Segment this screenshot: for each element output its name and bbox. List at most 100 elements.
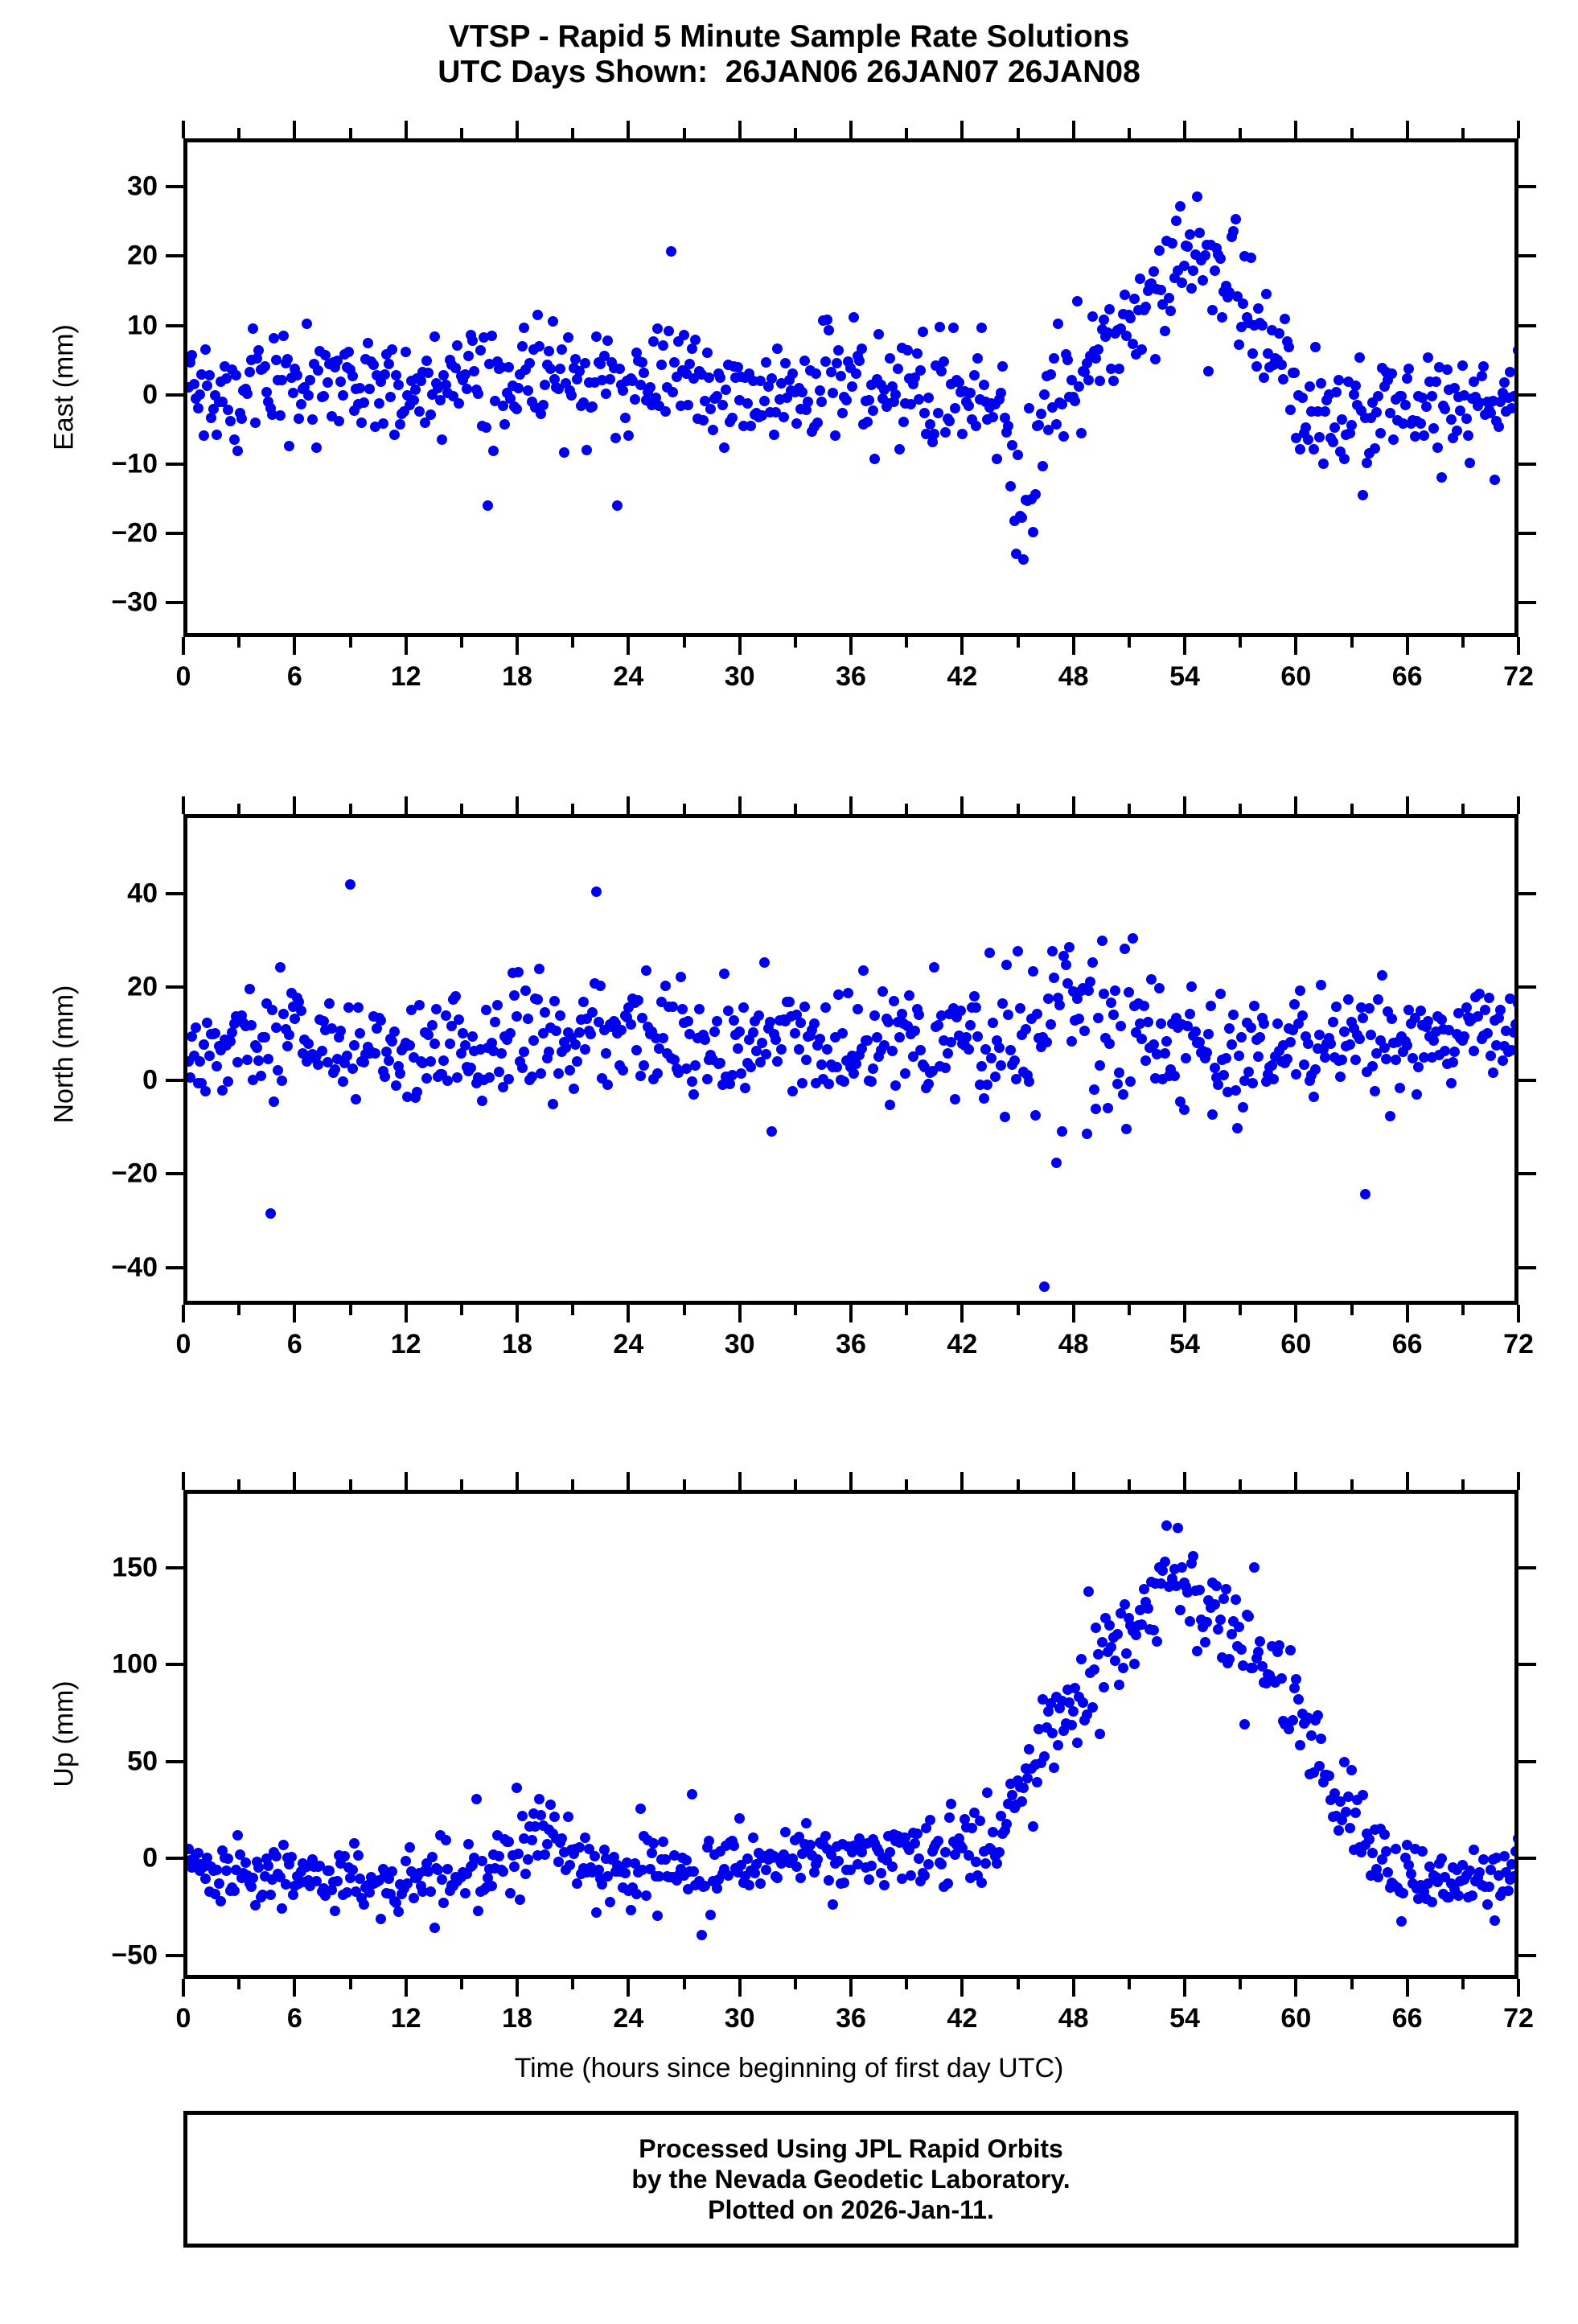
data-point bbox=[968, 369, 980, 380]
data-point bbox=[637, 357, 648, 368]
x-minor-tick bbox=[571, 1979, 575, 1989]
data-point bbox=[409, 384, 421, 395]
data-point bbox=[1159, 325, 1170, 336]
x-major-tick bbox=[1183, 1979, 1186, 1997]
data-point bbox=[1165, 305, 1176, 316]
data-point bbox=[401, 1855, 412, 1866]
data-point bbox=[391, 369, 402, 380]
data-point bbox=[873, 329, 885, 340]
data-point bbox=[833, 1855, 844, 1866]
data-point bbox=[1255, 1635, 1266, 1647]
data-point bbox=[352, 1850, 364, 1861]
data-point bbox=[362, 337, 373, 348]
data-point bbox=[976, 323, 988, 334]
data-point bbox=[1346, 1764, 1358, 1775]
data-point bbox=[364, 1887, 375, 1898]
data-point bbox=[545, 364, 557, 375]
data-point bbox=[331, 356, 343, 367]
data-point bbox=[240, 1857, 251, 1868]
data-point bbox=[1209, 265, 1220, 277]
data-point bbox=[943, 416, 955, 427]
data-point bbox=[534, 1794, 545, 1805]
data-point bbox=[198, 430, 209, 442]
data-point bbox=[385, 392, 397, 403]
data-point bbox=[1120, 289, 1131, 300]
x-minor-tick bbox=[1461, 1979, 1465, 1989]
data-point bbox=[379, 369, 390, 380]
data-point bbox=[879, 1879, 890, 1890]
data-point bbox=[875, 1867, 886, 1878]
data-point bbox=[997, 361, 1009, 372]
data-point bbox=[1071, 296, 1083, 307]
data-point bbox=[1077, 1697, 1088, 1709]
data-point bbox=[1239, 1719, 1251, 1730]
data-point bbox=[864, 394, 875, 405]
data-point bbox=[261, 386, 272, 397]
data-point bbox=[717, 400, 728, 411]
x-minor-tick-top bbox=[682, 1479, 686, 1490]
data-point bbox=[1214, 253, 1226, 265]
y-tick-label: 50 bbox=[127, 1746, 158, 1777]
data-point bbox=[1395, 1915, 1407, 1927]
data-point bbox=[242, 389, 253, 400]
data-point bbox=[928, 429, 939, 440]
data-point bbox=[587, 401, 598, 412]
data-point bbox=[1074, 381, 1085, 393]
data-point bbox=[427, 1852, 438, 1863]
data-point bbox=[318, 390, 330, 401]
data-point bbox=[1234, 1622, 1245, 1633]
data-point bbox=[726, 412, 738, 423]
data-point bbox=[1053, 318, 1064, 329]
data-point bbox=[1207, 304, 1218, 315]
data-point bbox=[758, 396, 770, 407]
data-point bbox=[828, 388, 839, 399]
data-point bbox=[469, 366, 480, 377]
data-point bbox=[494, 1850, 505, 1861]
data-point bbox=[1087, 311, 1098, 323]
data-point bbox=[1234, 339, 1245, 351]
data-point bbox=[572, 373, 583, 385]
data-point bbox=[618, 385, 629, 396]
data-point bbox=[421, 356, 433, 367]
data-point bbox=[1516, 1869, 1518, 1879]
data-point bbox=[388, 430, 400, 441]
data-point bbox=[742, 398, 753, 409]
data-point bbox=[910, 372, 921, 384]
data-point bbox=[591, 1907, 602, 1919]
x-major-tick-top bbox=[1183, 1472, 1186, 1490]
data-point bbox=[1514, 1886, 1518, 1896]
data-point bbox=[732, 362, 743, 373]
data-point bbox=[516, 341, 528, 352]
data-point bbox=[601, 389, 612, 400]
data-point bbox=[522, 385, 533, 397]
data-point bbox=[1285, 1644, 1297, 1656]
data-point bbox=[707, 425, 718, 436]
data-point bbox=[429, 331, 440, 342]
data-point bbox=[778, 412, 789, 423]
data-point bbox=[669, 356, 680, 368]
data-point bbox=[1153, 245, 1165, 257]
data-point bbox=[505, 393, 516, 404]
data-point bbox=[557, 1833, 568, 1845]
data-point bbox=[364, 383, 375, 394]
data-point bbox=[816, 397, 827, 408]
data-point bbox=[265, 1889, 276, 1900]
data-point bbox=[192, 403, 203, 414]
data-point bbox=[248, 1873, 259, 1884]
data-point bbox=[284, 440, 295, 451]
data-point bbox=[303, 389, 314, 401]
data-point bbox=[1024, 1743, 1035, 1754]
x-tick-label: 6 bbox=[286, 2003, 302, 2034]
data-point bbox=[719, 442, 730, 453]
data-point bbox=[1125, 313, 1136, 324]
data-point bbox=[1259, 372, 1270, 384]
data-point bbox=[602, 335, 614, 346]
data-point bbox=[1203, 366, 1214, 377]
data-point bbox=[1192, 1646, 1203, 1657]
x-major-tick bbox=[1294, 1979, 1298, 1997]
data-point bbox=[288, 1890, 299, 1901]
y-axis-title-up: Up (mm) bbox=[48, 1680, 80, 1787]
data-point bbox=[940, 427, 951, 438]
data-point bbox=[503, 362, 515, 373]
data-point bbox=[1217, 312, 1227, 323]
